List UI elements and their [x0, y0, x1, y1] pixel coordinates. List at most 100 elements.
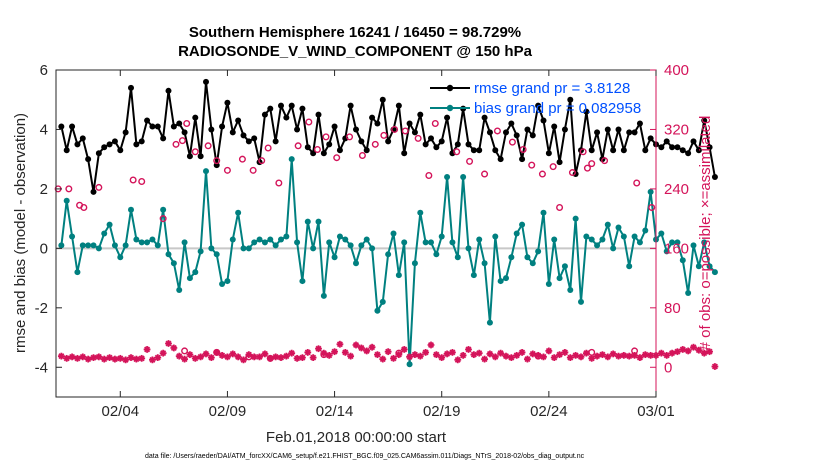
obs-assimilated-marker — [63, 354, 71, 362]
asterisk-stroke — [160, 350, 167, 357]
asterisk-stroke — [610, 350, 617, 357]
asterisk-stroke — [401, 346, 408, 353]
rmse-point — [90, 188, 97, 195]
bias-point — [540, 209, 547, 216]
rmse-point — [369, 114, 376, 121]
asterisk-stroke — [326, 352, 333, 359]
asterisk-stroke — [90, 354, 97, 361]
asterisk-stroke — [342, 349, 349, 356]
bias-point — [385, 251, 392, 258]
asterisk-stroke — [299, 354, 306, 361]
asterisk-stroke — [245, 351, 252, 358]
asterisk-stroke — [111, 356, 118, 363]
obs-possible-marker — [178, 137, 186, 145]
obs-assimilated-marker — [636, 354, 644, 362]
asterisk-stroke — [294, 355, 301, 362]
data-file-footnote: data file: /Users/raeder/DAI/ATM_forcXX/… — [145, 453, 585, 460]
rmse-point — [203, 78, 209, 85]
asterisk-stroke — [685, 347, 692, 354]
bias-point — [476, 236, 483, 243]
bias-point — [454, 254, 461, 261]
series-bias — [58, 156, 718, 368]
obs-assimilated-marker — [154, 354, 162, 362]
bias-point — [251, 239, 258, 246]
rmse-point — [165, 87, 172, 94]
rmse-point — [208, 126, 215, 133]
obs-possible-marker — [80, 203, 88, 211]
asterisk-stroke — [315, 345, 322, 352]
obs-assimilated-marker — [524, 355, 531, 363]
bias-point — [144, 239, 151, 246]
obs-assimilated-marker — [234, 353, 242, 361]
obs-assimilated-marker — [700, 349, 708, 357]
y-right-tick-label: 320 — [664, 121, 689, 138]
rmse-point — [379, 96, 386, 103]
obs-assimilated-marker — [545, 347, 553, 355]
asterisk-stroke — [229, 350, 236, 357]
bias-point — [245, 245, 252, 252]
bias-point — [417, 209, 424, 216]
bias-point — [154, 242, 161, 249]
obs-assimilated-marker — [341, 349, 349, 356]
asterisk-stroke — [310, 354, 317, 361]
asterisk-stroke — [577, 353, 585, 360]
rmse-point — [406, 120, 413, 127]
bias-point — [636, 239, 643, 246]
asterisk-stroke — [144, 346, 151, 353]
asterisk-stroke — [277, 354, 285, 361]
bias-point — [711, 269, 718, 276]
obs-possible-marker — [264, 144, 272, 152]
asterisk-stroke — [63, 355, 70, 362]
obs-assimilated-marker — [165, 340, 172, 347]
rmse-point — [524, 126, 531, 133]
bias-point — [79, 242, 86, 249]
y-left-tick-label: -4 — [35, 359, 48, 376]
asterisk-stroke — [224, 353, 231, 360]
obs-possible-marker — [380, 131, 388, 139]
obs-assimilated-marker — [159, 349, 167, 357]
obs-possible-marker — [648, 203, 656, 211]
asterisk-stroke — [454, 356, 461, 363]
obs-assimilated-marker — [411, 351, 419, 359]
obs-possible-marker — [223, 166, 231, 174]
bias-point — [690, 242, 697, 249]
obs-assimilated-marker — [299, 354, 306, 362]
asterisk-stroke — [138, 355, 145, 362]
asterisk-stroke — [615, 353, 622, 360]
bias-point — [256, 236, 263, 243]
bias-point — [449, 239, 456, 246]
x-axis-label: Feb.01,2018 00:00:00 start — [266, 429, 447, 446]
obs-possible-marker — [549, 163, 557, 171]
rmse-point — [176, 120, 183, 127]
rmse-point — [69, 123, 76, 130]
rmse-point — [561, 126, 568, 133]
bias-point — [203, 168, 209, 175]
asterisk-stroke — [336, 341, 343, 348]
obs-assimilated-marker — [561, 349, 569, 356]
asterisk-stroke — [674, 348, 681, 355]
bias-point — [272, 242, 279, 249]
obs-assimilated-marker — [175, 352, 183, 360]
asterisk-stroke — [486, 350, 493, 357]
rmse-point — [122, 129, 129, 136]
rmse-point — [685, 150, 692, 157]
obs-assimilated-marker — [57, 352, 65, 360]
bias-point — [176, 286, 183, 293]
asterisk-stroke — [519, 349, 526, 356]
rmse-point — [101, 144, 108, 151]
rmse-point — [422, 141, 429, 148]
rmse-point — [411, 129, 418, 136]
asterisk-stroke — [545, 347, 552, 354]
obs-assimilated-marker — [711, 363, 719, 370]
bias-point — [160, 206, 167, 213]
obs-possible-marker — [322, 133, 330, 141]
asterisk-stroke — [631, 352, 638, 359]
bias-point — [513, 230, 520, 237]
bias-point — [122, 242, 129, 249]
bias-point — [631, 233, 638, 240]
obs-possible-marker — [538, 170, 546, 178]
asterisk-stroke — [492, 353, 499, 360]
obs-possible-marker — [183, 120, 191, 128]
rmse-point — [594, 129, 601, 136]
obs-possible-marker — [204, 142, 212, 150]
